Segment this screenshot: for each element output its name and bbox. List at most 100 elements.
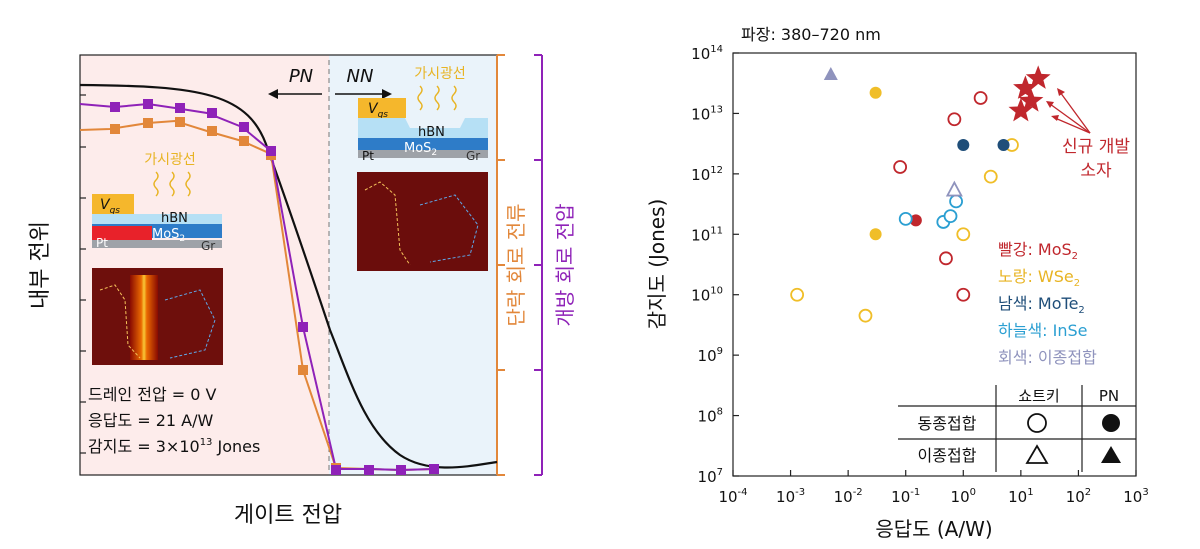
mos2-label-pn: MoS2 <box>152 227 185 244</box>
open-circuit-voltage-line <box>79 102 435 472</box>
pn-device-inset: 가시광선 Vgs hBN MoS2 Pt Gr <box>92 152 223 365</box>
vgs-label-pn: Vgs <box>100 197 120 216</box>
substrate-pn <box>92 240 222 248</box>
data-point <box>790 287 805 302</box>
right-x-label: 응답도 (A/W) <box>875 517 992 541</box>
annotation-line1: 신규 개발 <box>1062 137 1130 157</box>
data-point <box>858 308 873 323</box>
data-point <box>909 214 922 227</box>
vgs-label-nn: Vgs <box>368 101 388 120</box>
hbn-label-pn: hBN <box>161 211 188 226</box>
annotation-line2: 소자 <box>1080 161 1112 181</box>
substrate-nn <box>358 150 488 158</box>
right-chart: 파장: 380–720 nm 감지도 (Jones) 응답도 (A/W) 10-… <box>645 25 1149 541</box>
data-point <box>898 211 913 226</box>
data-point <box>1013 75 1038 99</box>
hbn-layer-nn <box>358 118 488 140</box>
data-point <box>869 228 882 241</box>
right-points-layer <box>790 65 1051 323</box>
x-tick-label: 10-4 <box>718 487 747 506</box>
pt-label-pn: Pt <box>96 236 108 250</box>
legend-mos2: 빨강: MoS2 <box>998 240 1078 262</box>
x-tick-label: 103 <box>1123 487 1148 506</box>
info-detectivity: 감지도 = 3×1013 Jones <box>88 437 260 456</box>
legend-row-heterojunction: 이종접합 <box>918 446 977 465</box>
hbn-label-nn: hBN <box>418 125 445 140</box>
purple-markers <box>110 99 439 475</box>
mos2-label-nn: MoS2 <box>404 141 437 158</box>
legend-col-pn: PN <box>1099 387 1119 405</box>
data-point <box>956 227 971 242</box>
y-tick-label: 108 <box>698 407 723 426</box>
y-tick-label: 1012 <box>691 165 723 184</box>
data-point <box>957 139 970 152</box>
y-tick-label: 1013 <box>691 104 723 123</box>
data-point <box>1025 65 1051 89</box>
data-point <box>893 160 908 174</box>
purple-axis <box>534 54 543 476</box>
info-drain-voltage: 드레인 전압 = 0 V <box>88 385 217 404</box>
x-tick-label: 10-2 <box>834 487 863 506</box>
data-point <box>869 86 882 99</box>
info-responsivity: 응답도 = 21 A/W <box>88 411 214 430</box>
legend-filled-circle <box>1102 414 1120 432</box>
region-arrows <box>268 89 392 99</box>
region-pn-label: PN <box>289 66 313 87</box>
x-tick-label: 10-1 <box>891 487 920 506</box>
annotation-arrows <box>1046 88 1091 134</box>
right-plot-frame <box>732 52 1137 477</box>
light-rays-nn <box>417 85 457 111</box>
light-rays-pn <box>153 171 191 197</box>
orange-axis <box>496 54 505 476</box>
x-tick-label: 102 <box>1066 487 1091 506</box>
hbn-layer-pn <box>92 214 222 224</box>
data-point <box>949 194 963 209</box>
pt-contact-pn <box>92 226 152 240</box>
data-point <box>1008 97 1034 122</box>
right-tick-layer: 10-4 10-3 10-2 10-1 100 101 102 103 107 108 109 101… <box>691 44 1149 506</box>
legend-wse2: 노랑: WSe2 <box>998 267 1080 289</box>
vgs-electrode-nn <box>358 98 406 118</box>
legend-open-circle <box>1027 413 1047 433</box>
legend-inse: 하늘색: InSe <box>998 321 1088 340</box>
region-nn-label: NN <box>347 66 374 87</box>
nn-device-inset: 가시광선 Vgs hBN MoS2 Pt Gr <box>357 66 488 271</box>
gr-label-nn: Gr <box>466 149 480 163</box>
x-tick-label: 101 <box>1008 487 1033 506</box>
y-tick-label: 109 <box>698 346 723 365</box>
data-point <box>1018 88 1044 112</box>
data-point <box>823 66 838 80</box>
data-point <box>997 139 1010 152</box>
pt-label-nn: Pt <box>362 149 374 163</box>
legend-open-triangle <box>1025 444 1049 464</box>
data-point <box>943 209 958 223</box>
left-y-label: 내부 전위 <box>28 221 53 309</box>
photocurrent-map-nn <box>357 172 488 271</box>
orange-axis-label: 단락 회로 전류 <box>504 203 528 326</box>
data-point <box>956 287 971 302</box>
left-x-label: 게이트 전압 <box>234 503 342 528</box>
new-device-annotation: 신규 개발 소자 <box>1046 88 1130 181</box>
purple-axis-label: 개방 회로 전압 <box>553 203 577 326</box>
data-point <box>939 251 953 266</box>
legend-row-homojunction: 동종접합 <box>918 414 977 433</box>
data-point <box>973 91 988 105</box>
color-legend: 빨강: MoS2 노랑: WSe2 남색: MoTe2 하늘색: InSe 회색… <box>998 240 1097 367</box>
visible-light-label-nn: 가시광선 <box>414 66 466 82</box>
mos2-layer-nn <box>358 138 488 150</box>
x-tick-label: 10-3 <box>776 487 805 506</box>
wavelength-subtitle: 파장: 380–720 nm <box>741 25 881 44</box>
legend-mote2: 남색: MoTe2 <box>998 294 1085 316</box>
data-point <box>947 112 962 127</box>
data-point <box>983 169 998 184</box>
left-chart: PN NN 가시광선 Vgs hBN MoS2 Pt Gr <box>28 54 577 528</box>
x-tick-label: 100 <box>951 487 976 506</box>
right-y-label: 감지도 (Jones) <box>645 199 669 330</box>
y-tick-label: 107 <box>698 467 723 486</box>
internal-potential-curve <box>79 83 498 469</box>
data-point <box>945 180 963 197</box>
left-y-ticks <box>80 94 86 454</box>
y-tick-label: 1014 <box>691 44 723 63</box>
y-tick-label: 1010 <box>691 286 723 305</box>
